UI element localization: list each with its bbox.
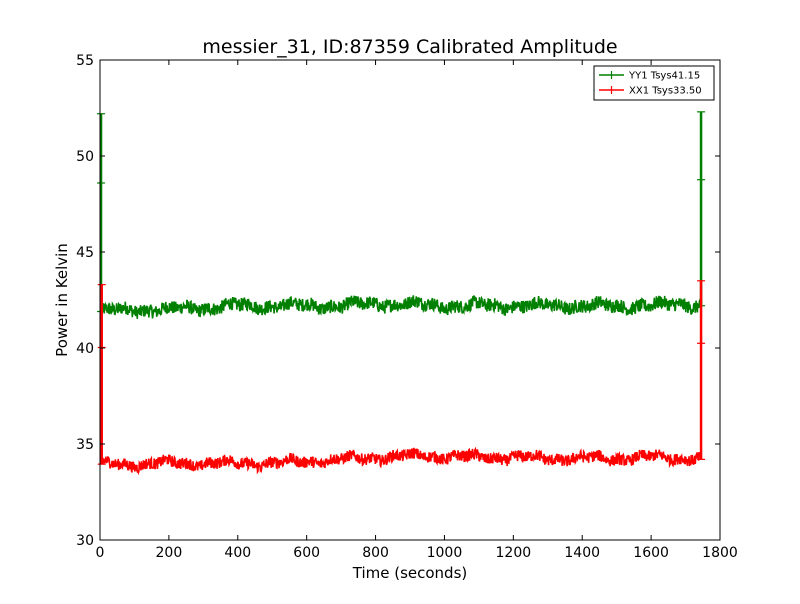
legend-box: [593, 65, 715, 101]
x-axis: 0 200 400 600 800 1000 1200 1400 1600 1800: [96, 60, 738, 561]
y-tick-label-4: 50: [76, 149, 94, 165]
x-tick-label-7: 1400: [564, 545, 600, 561]
x-tick-label-8: 1600: [633, 545, 669, 561]
y-tick-label-5: 55: [76, 53, 94, 69]
y-tick-label-1: 35: [76, 437, 94, 453]
x-tick-label-5: 1000: [427, 545, 463, 561]
x-tick-label-0: 0: [96, 545, 105, 561]
series-0: [97, 111, 706, 319]
series-layer: [97, 111, 706, 476]
x-tick-label-3: 600: [293, 545, 320, 561]
y-tick-label-0: 30: [76, 533, 94, 549]
chart-title: messier_31, ID:87359 Calibrated Amplitud…: [202, 36, 617, 58]
y-axis-label: Power in Kelvin: [53, 243, 71, 357]
legend-label-0: YY1 Tsys41.15: [628, 71, 700, 82]
legend-label-1: XX1 Tsys33.50: [629, 86, 702, 97]
series-0-trace: [100, 295, 702, 319]
legend: YY1 Tsys41.15 XX1 Tsys33.50: [593, 65, 715, 101]
series-1-trace: [101, 446, 702, 476]
x-tick-label-1: 200: [156, 545, 183, 561]
y-axis: 30 35 40 45 50 55: [76, 53, 720, 549]
x-axis-label: Time (seconds): [352, 564, 468, 582]
x-tick-label-6: 1200: [496, 545, 532, 561]
series-1: [97, 280, 706, 476]
x-tick-label-9: 1800: [702, 545, 738, 561]
x-tick-label-2: 400: [224, 545, 251, 561]
plot-frame: [99, 59, 721, 541]
y-tick-label-2: 40: [76, 341, 94, 357]
y-tick-label-3: 45: [76, 245, 94, 261]
x-tick-label-4: 800: [362, 545, 389, 561]
